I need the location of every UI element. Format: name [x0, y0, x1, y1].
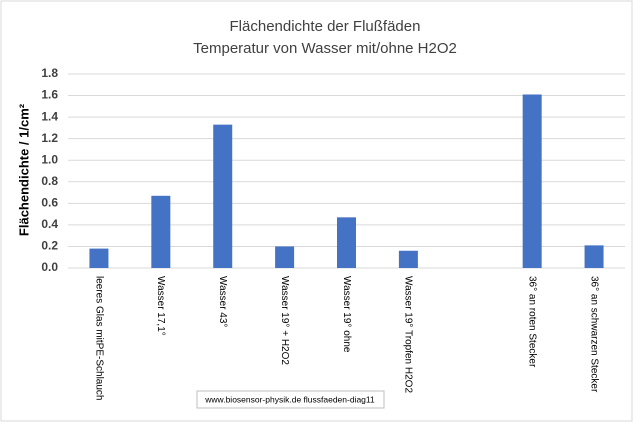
y-tick-label: 0.6	[41, 196, 58, 210]
x-tick-label: Wasser 19° ohne	[341, 276, 352, 353]
x-tick-label: Wasser 43°	[217, 276, 228, 327]
y-tick-label: 0.8	[41, 174, 58, 188]
y-tick-label: 1.0	[41, 152, 58, 166]
y-tick-label: 0.0	[41, 260, 58, 274]
chart-subtitle: Temperatur von Wasser mit/ohne H2O2	[193, 40, 457, 57]
bar	[275, 246, 295, 268]
y-tick-label: 1.2	[41, 131, 58, 145]
x-tick-label: Wasser 19° Tropfen H2O2	[403, 276, 414, 393]
y-tick-label: 0.4	[41, 217, 58, 231]
y-tick-label: 1.4	[41, 109, 58, 123]
y-tick-label: 1.8	[41, 66, 58, 80]
annotation: www.biosensor-physik.de flussfaeden-diag…	[204, 394, 375, 404]
y-tick-label: 1.6	[41, 88, 58, 102]
y-tick-label: 0.2	[41, 239, 58, 253]
bar	[398, 250, 418, 268]
y-axis-title: Flächendichte / 1/cm²	[16, 103, 31, 236]
bar	[584, 245, 604, 268]
chart-title: Flächendichte der Flußfäden	[230, 18, 421, 35]
annotation-box	[196, 390, 385, 409]
bar	[213, 124, 233, 269]
x-tick-label: leeres Glas mitPE-Schlauch	[93, 276, 104, 401]
x-tick-label: Wasser 19° + H2O2	[279, 276, 290, 365]
x-tick-label: 36° an schwarzen Stecker	[588, 276, 599, 393]
bar	[89, 248, 109, 268]
bar	[337, 217, 356, 268]
x-tick-label: Wasser 17,1°	[155, 276, 166, 336]
bar	[522, 94, 542, 268]
x-tick-label: 36° an roten Stecker	[527, 276, 538, 368]
bar	[151, 195, 171, 268]
